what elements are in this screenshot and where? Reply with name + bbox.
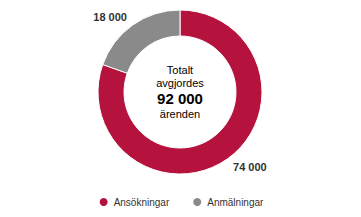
svg-text:92 000: 92 000 xyxy=(157,90,203,107)
svg-text:Anmälningar: Anmälningar xyxy=(207,197,264,208)
svg-text:Totalt: Totalt xyxy=(167,64,193,76)
svg-text:Ansökningar: Ansökningar xyxy=(114,197,170,208)
svg-text:avgjordes: avgjordes xyxy=(156,77,204,89)
svg-text:ärenden: ärenden xyxy=(160,108,200,120)
svg-text:18 000: 18 000 xyxy=(93,11,127,23)
svg-text:74 000: 74 000 xyxy=(233,161,267,173)
